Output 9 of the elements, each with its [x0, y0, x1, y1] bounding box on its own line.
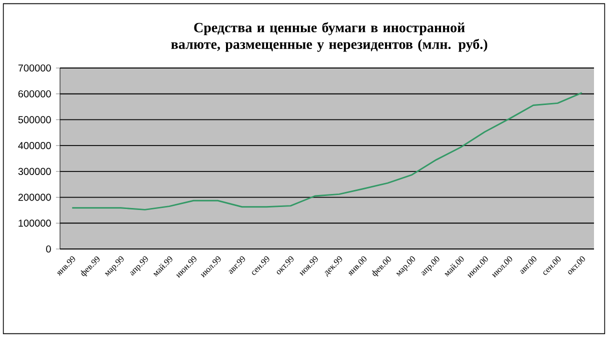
y-tick-label: 400000	[18, 142, 51, 150]
y-tick-label: 300000	[18, 168, 51, 175]
y-tick-label: 100000	[18, 220, 51, 227]
y-tick-label: 500000	[18, 116, 51, 124]
y-tick-label: 600000	[18, 90, 51, 98]
y-tick-label: 700000	[18, 64, 51, 72]
y-tick-label: 200000	[18, 194, 51, 201]
y-tick-label: 0	[46, 245, 51, 253]
chart-title: Средства и ценные бумаги в иностранной валюте, размещенные у нерезидентов (млн. руб.)	[171, 22, 488, 52]
